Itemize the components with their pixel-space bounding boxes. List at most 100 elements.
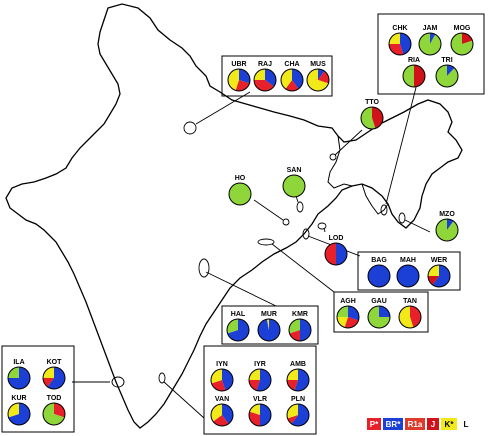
pie-label: IYN — [216, 361, 228, 368]
pie-slice-br — [8, 403, 31, 426]
pie-outline — [42, 366, 66, 390]
pie-outline — [306, 68, 330, 92]
pie-ila: ILA — [7, 359, 31, 390]
pie-slice-k — [266, 318, 269, 330]
pie-outline — [42, 402, 66, 426]
pie-label: AGH — [340, 298, 356, 305]
pie-slice-br — [47, 367, 65, 389]
pie-outline — [210, 368, 234, 392]
pie-label: HAL — [231, 311, 246, 318]
group-boxes — [1, 13, 485, 435]
site-markers — [111, 121, 406, 388]
pie-label: LOD — [329, 235, 344, 242]
legend-label-r1a: R1a — [408, 420, 423, 429]
legend-label-k: K* — [445, 420, 455, 429]
pie-label: RAJ — [258, 61, 272, 68]
pie-slice-k — [389, 33, 400, 44]
bangladesh-border — [361, 183, 389, 215]
northeast-border — [327, 135, 353, 189]
legend-swatch-k — [441, 418, 457, 430]
pie-label: KUR — [11, 395, 26, 402]
pie-label: RIA — [408, 57, 420, 64]
legend-swatch-p — [367, 418, 381, 430]
pie-slice-k — [211, 369, 222, 384]
site-marker-mzo — [398, 212, 406, 224]
site-marker-south-west — [111, 376, 125, 388]
pie-outline — [228, 182, 252, 206]
pie-outline — [367, 264, 391, 288]
pie-label: CHK — [392, 25, 407, 32]
legend-label-j: J — [431, 420, 435, 429]
pie-label: SAN — [287, 167, 302, 174]
site-marker-tto — [329, 153, 337, 161]
pie-slice-p — [410, 306, 421, 328]
pie-outline — [336, 305, 360, 329]
pie-slice-l — [436, 219, 459, 242]
pie-outline — [435, 218, 459, 242]
pie-outline — [324, 242, 348, 266]
box-bag-mah-wer — [357, 251, 461, 291]
site-marker-central — [257, 238, 275, 246]
pie-outline — [367, 305, 391, 329]
pie-slice-l — [337, 306, 348, 317]
pie-raj: RAJ — [253, 61, 277, 92]
pie-outline — [227, 68, 251, 92]
pie-outline — [388, 32, 412, 56]
pie-outline — [253, 68, 277, 92]
pie-outline — [226, 318, 250, 342]
legend-swatch-br — [383, 418, 403, 430]
pie-slice-k — [249, 404, 260, 415]
pie-mah: MAH — [396, 257, 420, 288]
pie-label: AMB — [290, 361, 306, 368]
pie-label: ILA — [13, 359, 24, 366]
pie-slice-p — [285, 80, 299, 92]
pie-ria: RIA — [402, 57, 426, 88]
pie-slice-br — [222, 404, 234, 424]
pie-slice-l — [42, 403, 65, 425]
pie-slice-p — [54, 403, 65, 418]
pie-outline — [402, 64, 426, 88]
pie-label: TAN — [403, 298, 417, 305]
pie-outline — [418, 32, 442, 56]
pie-outline — [7, 366, 31, 390]
pie-outline — [360, 106, 384, 130]
pie-kot: KOT — [42, 359, 66, 390]
pie-slice-br — [379, 306, 390, 317]
pie-slice-k — [8, 403, 19, 418]
pie-mur: MUR — [257, 311, 281, 342]
site-marker-west — [198, 258, 210, 278]
pie-slice-l — [289, 319, 300, 334]
pie-slice-p — [254, 80, 274, 92]
pie-slice-br — [300, 319, 311, 341]
pie-charts: UBR RAJ CHA MUS CHK JAM MOG RIA TRI TTO HO SAN MZO LO… — [7, 25, 474, 427]
pie-slice-l — [283, 175, 305, 197]
pie-slice-k — [254, 69, 265, 80]
pie-label: BAG — [371, 257, 387, 264]
pie-slice-br — [294, 369, 310, 391]
pie-label: VLR — [253, 396, 267, 403]
pie-slice-k — [428, 265, 439, 276]
pie-slice-p — [325, 243, 336, 265]
pie-slice-p — [287, 380, 298, 391]
pie-label: MUS — [310, 61, 326, 68]
pie-slice-br — [432, 265, 450, 287]
pie-outline — [282, 174, 306, 198]
pie-outline — [257, 318, 281, 342]
pie-label: GAU — [371, 298, 387, 305]
pie-jam: JAM — [418, 25, 442, 56]
pie-label: VAN — [215, 396, 229, 403]
pie-slice-k — [287, 404, 298, 419]
pie-label: MUR — [261, 311, 277, 318]
pie-outline — [280, 68, 304, 92]
pie-label: WER — [431, 257, 447, 264]
pie-slice-p — [213, 415, 229, 427]
pie-slice-k — [287, 369, 298, 380]
india-outline — [5, 3, 463, 429]
site-marker-tripura — [380, 204, 388, 216]
pie-agh: AGH — [336, 298, 360, 329]
pie-mus: MUS — [306, 61, 330, 92]
pie-label: MZO — [439, 211, 455, 218]
pie-slice-l — [368, 306, 390, 328]
box-south — [203, 345, 317, 435]
pie-outline — [427, 264, 451, 288]
